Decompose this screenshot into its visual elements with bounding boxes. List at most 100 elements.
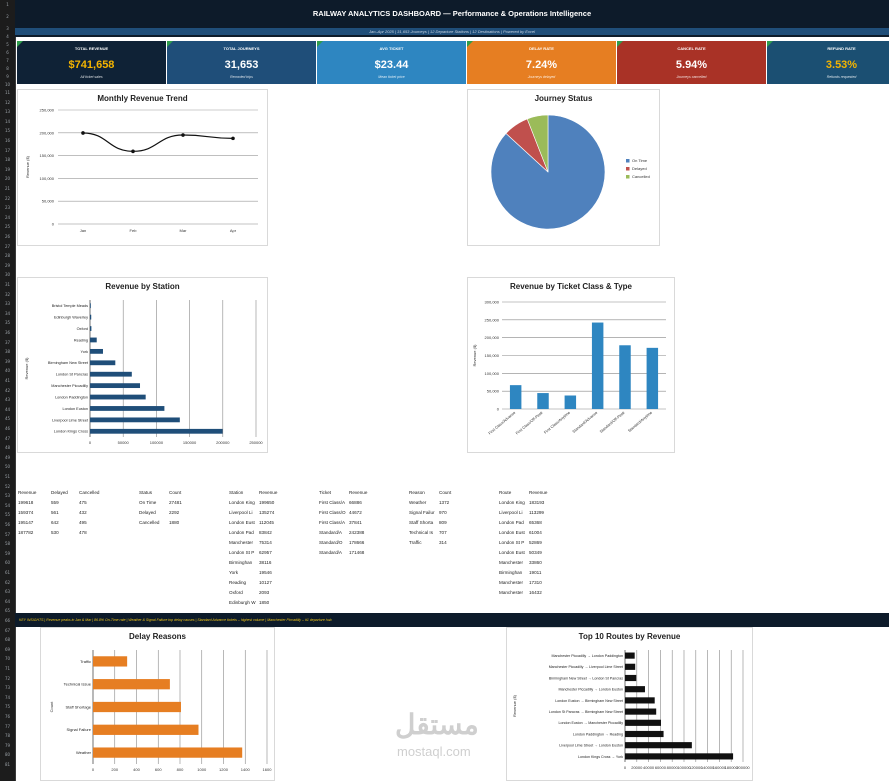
table-cell[interactable]: 37841 [349,520,362,525]
row-number[interactable]: 19 [4,166,11,172]
row-number[interactable]: 16 [4,138,11,143]
table-cell[interactable]: 199650 [259,500,275,505]
table-cell[interactable]: Standard/O [319,540,343,545]
table-cell[interactable]: 16432 [529,590,542,595]
table-cell[interactable]: 27481 [169,500,182,505]
table-cell[interactable]: London Pad [499,520,524,525]
table-cell[interactable]: 44672 [349,510,362,515]
table-cell[interactable]: Standard/A [319,550,342,555]
row-number[interactable]: 80 [4,752,11,758]
row-number[interactable]: 45 [4,416,11,422]
row-number[interactable]: 8 [6,66,9,71]
table-cell[interactable]: 2292 [169,510,180,515]
row-number[interactable]: 32 [4,291,11,297]
table-cell[interactable]: Delayed [139,510,156,515]
table-cell[interactable]: Oxford [229,590,243,595]
row-number[interactable]: 77 [4,723,11,729]
row-number[interactable]: 61 [4,570,11,575]
kpi-card[interactable]: AVG TICKET $23.44 Mean ticket price [317,41,466,84]
table-cell[interactable]: York [229,570,239,575]
row-number[interactable]: 10 [4,82,11,87]
row-number[interactable]: 15 [4,128,11,134]
row-number[interactable]: 47 [4,435,11,441]
table-cell[interactable]: 187782 [18,530,34,535]
table-cell[interactable]: Traffic [409,540,422,545]
table-cell[interactable]: Manchester [229,540,254,545]
table-cell[interactable]: 17310 [529,580,542,585]
row-number[interactable]: 42 [4,387,11,393]
row-number[interactable]: 25 [4,224,11,230]
row-number[interactable]: 28 [4,253,11,259]
row-number[interactable]: 37 [4,339,11,345]
table-cell[interactable]: Liverpool Li [499,510,523,515]
row-number[interactable]: 78 [4,733,11,739]
row-number[interactable]: 7 [6,58,9,63]
row-number[interactable]: 34 [4,310,11,316]
row-number[interactable]: 11 [4,90,11,95]
row-number[interactable]: 57 [4,531,11,537]
row-number[interactable]: 35 [4,320,11,326]
row-number[interactable]: 39 [4,358,11,364]
table-cell[interactable]: 242388 [349,530,365,535]
journey-status-card[interactable]: Journey Status On Time Delayed Cancelled [467,89,660,246]
row-number[interactable]: 18 [4,157,11,163]
table-cell[interactable]: Liverpool Li [229,510,253,515]
row-number[interactable]: 76 [4,714,11,719]
table-cell[interactable]: Weather [409,500,427,505]
row-number[interactable]: 44 [4,406,11,412]
row-number[interactable]: 55 [4,512,11,518]
table-cell[interactable]: Standard/A [319,530,342,535]
row-number[interactable]: 72 [4,675,11,681]
row-number[interactable]: 9 [6,74,9,79]
row-number[interactable]: 17 [4,147,11,153]
table-cell[interactable]: 135274 [259,510,275,515]
station-revenue-card[interactable]: Revenue by Station 0 50000 100000 150000 200… [17,277,268,453]
table-cell[interactable]: London Eust [499,550,525,555]
row-number[interactable]: 29 [4,262,11,268]
row-number[interactable]: 1 [6,2,9,7]
table-cell[interactable]: 112045 [259,520,274,525]
table-cell[interactable]: 478 [79,530,87,535]
table-cell[interactable]: Birminghan [499,570,523,575]
row-number[interactable]: 2 [6,14,9,19]
row-number[interactable]: 68 [4,637,11,643]
row-number[interactable]: 3 [6,26,9,31]
row-number[interactable]: 48 [4,445,11,451]
table-cell[interactable]: 1880 [169,520,180,525]
table-cell[interactable]: 183193 [529,500,545,505]
table-cell[interactable]: Staff Shorta [409,520,434,525]
row-number[interactable]: 20 [4,176,11,182]
row-number[interactable]: 43 [4,397,11,403]
table-cell[interactable]: London King [229,500,255,505]
table-cell[interactable]: 113299 [529,510,544,515]
table-cell[interactable]: Technical Is [409,530,433,535]
row-number[interactable]: 23 [4,205,11,211]
row-number[interactable]: 26 [4,234,11,239]
row-number[interactable]: 79 [4,742,11,748]
row-number[interactable]: 69 [4,646,11,652]
table-cell[interactable]: London Eust [499,530,525,535]
table-cell[interactable]: Signal Failur [409,510,435,515]
row-number[interactable]: 51 [4,474,11,479]
row-number[interactable]: 73 [4,685,11,691]
table-cell[interactable]: 559 [51,500,59,505]
row-number[interactable]: 67 [4,627,11,633]
table-cell[interactable]: 33860 [529,560,542,565]
table-cell[interactable]: 495 [79,520,87,525]
row-number[interactable]: 64 [4,598,11,604]
row-number[interactable]: 5 [6,42,9,47]
kpi-card[interactable]: TOTAL REVENUE $741,658 All ticket sales [17,41,166,84]
table-cell[interactable]: 62957 [259,550,272,555]
table-cell[interactable]: 19011 [529,570,542,575]
table-cell[interactable]: 195147 [18,520,34,525]
table-cell[interactable]: 65368 [529,520,542,525]
row-number[interactable]: 58 [4,541,11,547]
row-number[interactable]: 60 [4,560,11,566]
row-number[interactable]: 6 [6,50,9,55]
row-number[interactable]: 56 [4,522,11,527]
table-cell[interactable]: 178666 [349,540,365,545]
row-number[interactable]: 30 [4,272,11,278]
row-number[interactable]: 21 [4,186,11,191]
table-cell[interactable]: 2093 [259,590,270,595]
row-number[interactable]: 70 [4,656,11,662]
